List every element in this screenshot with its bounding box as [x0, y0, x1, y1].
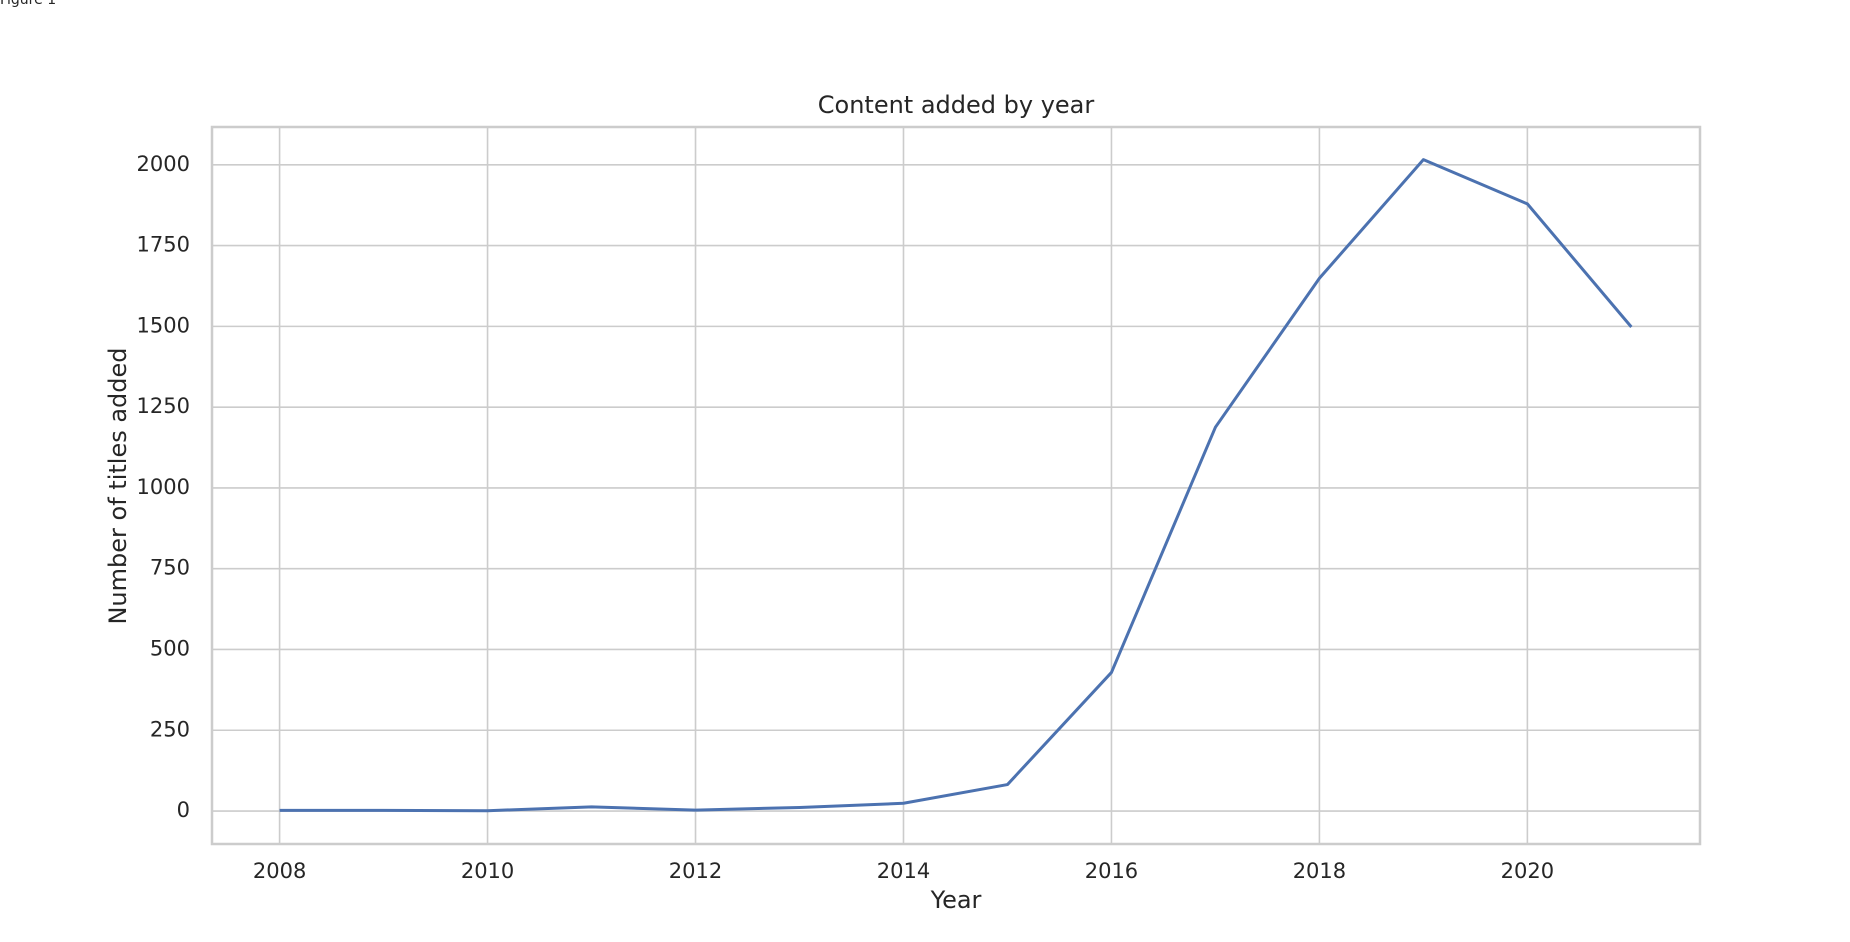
plot-frame [210, 125, 1702, 846]
y-tick-label: 1750 [137, 233, 190, 257]
x-tick-label: 2016 [1085, 859, 1138, 883]
x-tick-label: 2018 [1293, 859, 1346, 883]
y-tick-label: 1000 [137, 475, 190, 499]
y-axis-label: Number of titles added [104, 347, 132, 624]
y-tick-label: 1250 [137, 394, 190, 418]
y-tick-label: 250 [150, 717, 190, 741]
x-axis-label: Year [930, 886, 982, 914]
y-tick-label: 1500 [137, 313, 190, 337]
x-tick-label: 2014 [877, 859, 930, 883]
y-tick-label: 0 [177, 798, 190, 822]
x-tick-label: 2008 [253, 859, 306, 883]
x-tick-label: 2010 [461, 859, 514, 883]
y-tick-label: 2000 [137, 152, 190, 176]
data-line [279, 158, 1633, 813]
x-tick-label: 2012 [669, 859, 722, 883]
y-tick-label: 500 [150, 636, 190, 660]
x-tick-label: 2020 [1501, 859, 1554, 883]
y-tick-label: 750 [150, 556, 190, 580]
window-title: Figure 1 [0, 0, 56, 8]
chart-title: Content added by year [818, 91, 1095, 119]
